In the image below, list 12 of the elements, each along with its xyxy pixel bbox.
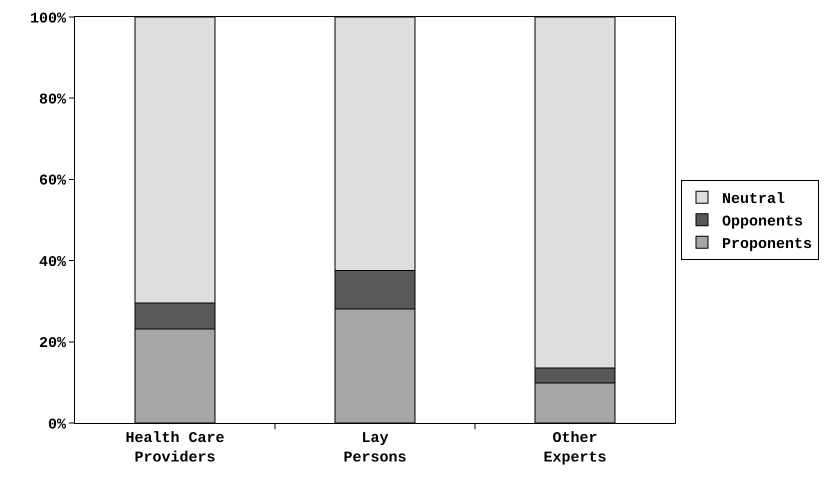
legend-label: Opponents [722,214,804,231]
y-tick-label: 60% [38,172,67,190]
legend-label: Proponents [722,236,812,254]
legend-label: Neutral [722,191,786,208]
x-tick-label: Other Experts [543,430,607,466]
y-tick-label: 0% [48,416,67,434]
x-tick-label: Health Care Providers [125,430,225,466]
x-tick-label: Lay Persons [343,430,407,466]
y-tick-label: 20% [38,335,67,352]
y-tick-label: 100% [30,10,67,28]
y-tick-label: 40% [38,254,67,271]
y-tick-label: 80% [38,91,67,108]
